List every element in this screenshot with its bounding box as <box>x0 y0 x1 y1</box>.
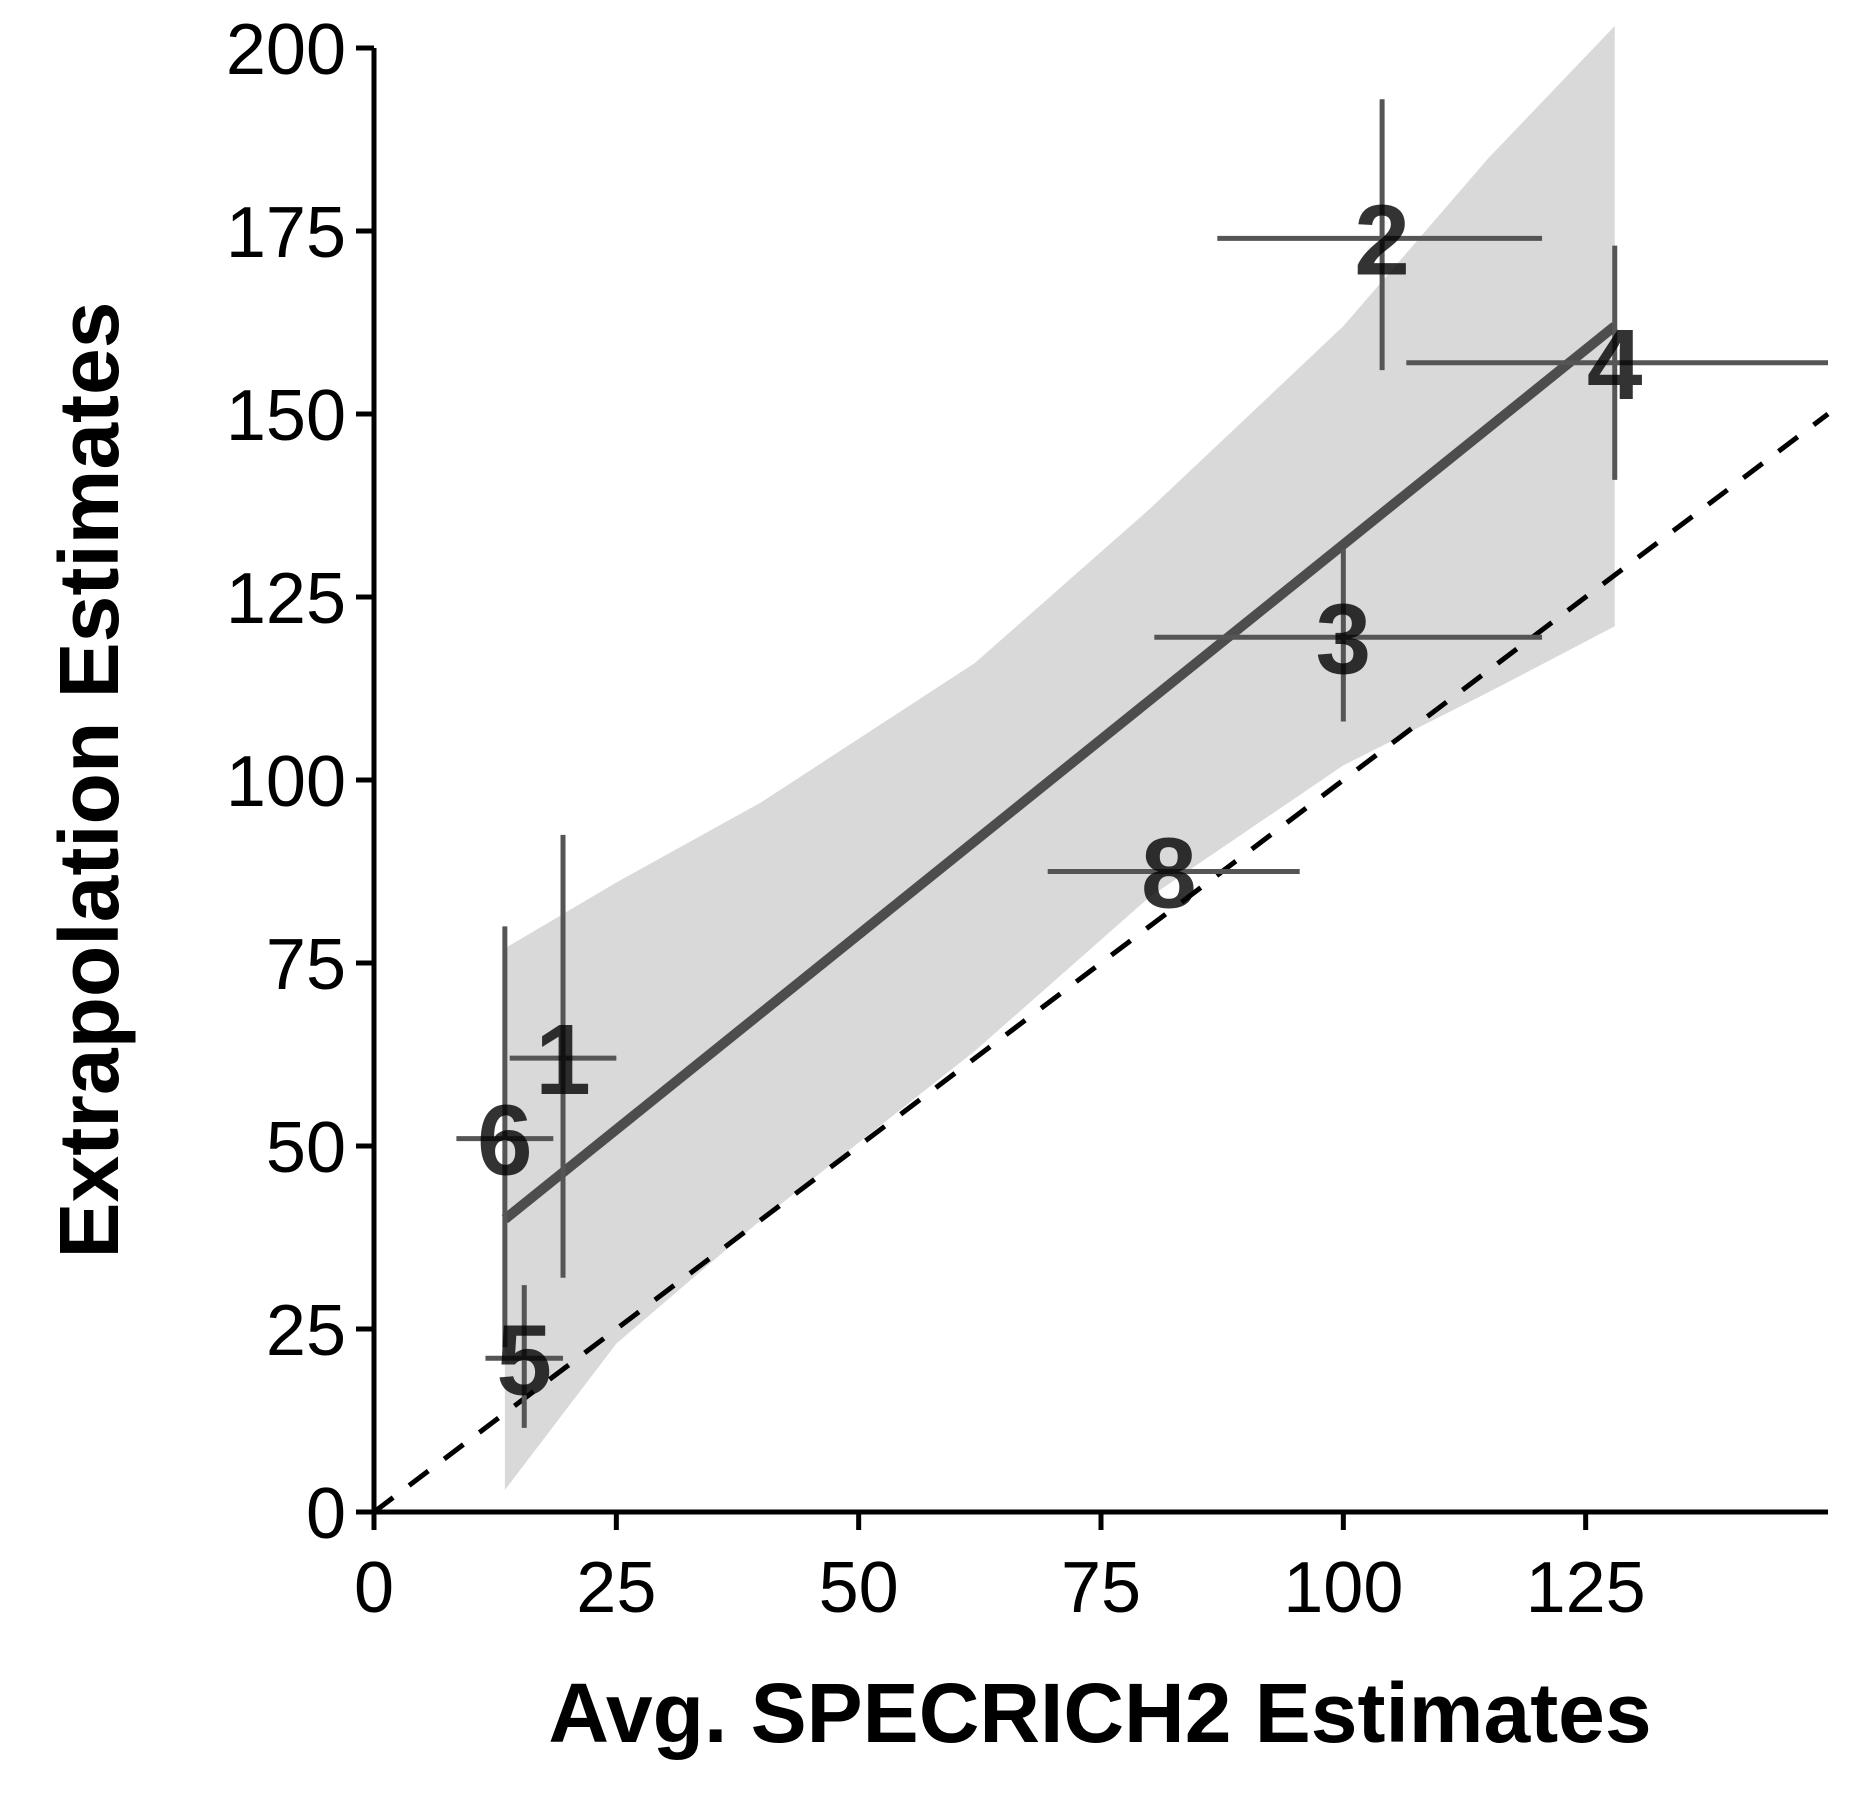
regression-line-layer <box>501 322 1618 1224</box>
x-tick-label: 100 <box>1283 1548 1403 1628</box>
y-tick-label: 150 <box>226 376 346 456</box>
y-tick-label: 175 <box>226 193 346 273</box>
y-tick-label: 25 <box>266 1291 346 1371</box>
x-tick-label: 50 <box>819 1548 899 1628</box>
point-label-6: 6 <box>477 1085 533 1197</box>
regression-line <box>501 322 1618 1224</box>
point-label-8: 8 <box>1141 818 1197 930</box>
y-tick-label: 50 <box>266 1108 346 1188</box>
y-tick-label: 0 <box>306 1474 346 1554</box>
point-label-5: 5 <box>496 1304 552 1416</box>
point-label-1: 1 <box>535 1004 591 1116</box>
reference-line-layer <box>372 412 1830 1514</box>
y-tick-label: 125 <box>226 559 346 639</box>
x-tick-label: 125 <box>1526 1548 1646 1628</box>
point-labels-layer: 1 2 3 4 5 6 8 <box>477 184 1643 1416</box>
x-tick-label: 25 <box>576 1548 656 1628</box>
y-axis-title: Extrapolation Estimates <box>42 302 136 1259</box>
x-tick-label: 0 <box>354 1548 394 1628</box>
confidence-band-layer <box>504 26 1615 1491</box>
y-tick-label: 100 <box>226 742 346 822</box>
confidence-band <box>504 26 1615 1491</box>
point-label-3: 3 <box>1316 583 1372 695</box>
y-tick-label: 200 <box>226 10 346 90</box>
point-label-2: 2 <box>1354 184 1410 296</box>
x-axis-title: Avg. SPECRICH2 Estimates <box>548 1666 1651 1760</box>
error-bars-layer <box>456 99 1828 1428</box>
y-tick-label: 75 <box>266 925 346 1005</box>
identity-reference-line <box>372 412 1830 1514</box>
x-tick-label: 75 <box>1061 1548 1141 1628</box>
point-label-4: 4 <box>1587 309 1643 421</box>
